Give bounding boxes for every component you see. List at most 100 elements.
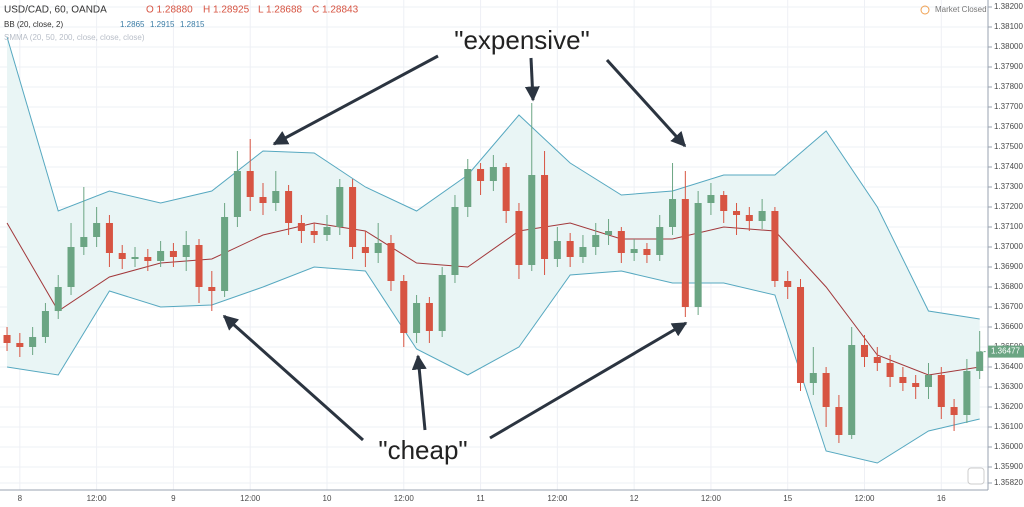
candle-body (924, 375, 933, 387)
candle-body (848, 345, 856, 435)
candle-body (374, 243, 382, 253)
candle-body (259, 197, 267, 203)
status-icon (920, 5, 930, 15)
y-tick-label: 1.36000 (994, 442, 1023, 451)
y-tick-label: 1.36300 (994, 382, 1023, 391)
candle-body (425, 303, 433, 331)
y-tick-label: 1.37400 (994, 162, 1023, 171)
candle-body (208, 287, 216, 291)
y-tick-label: 1.37600 (994, 122, 1023, 131)
band-fill (7, 37, 980, 463)
candle-body (566, 241, 574, 257)
candle-body (886, 363, 894, 377)
symbol: USD/CAD, 60, OANDA (4, 5, 107, 16)
indicator-label: SMMA (20, 50, 200, close, close, close) (4, 33, 145, 42)
y-tick-label: 1.36600 (994, 322, 1023, 331)
candle-body (54, 287, 62, 311)
candle-body (387, 243, 395, 281)
candle-body (323, 227, 331, 235)
x-tick-label: 12:00 (547, 494, 568, 503)
plot-area (0, 0, 988, 490)
candle-body (169, 251, 177, 257)
x-tick-label: 12:00 (240, 494, 261, 503)
candle-body (105, 223, 113, 253)
candle-body (835, 407, 843, 435)
arrow (605, 58, 687, 148)
candle-body (297, 223, 305, 231)
candle-body (93, 223, 101, 237)
candle-body (233, 171, 241, 217)
y-tick-label: 1.36700 (994, 302, 1023, 311)
indicator-value: 1.2815 (180, 20, 205, 29)
y-tick-label: 1.35900 (994, 462, 1023, 471)
x-tick-label: 12:00 (701, 494, 722, 503)
candle-body (182, 245, 190, 257)
candle-body (438, 275, 446, 331)
candle-body (656, 227, 664, 255)
candle-body (272, 191, 280, 203)
candle-body (937, 375, 945, 407)
x-tick-label: 15 (783, 494, 792, 503)
x-tick-label: 16 (937, 494, 946, 503)
candle-body (131, 257, 139, 259)
market-status: Market Closed (935, 5, 987, 14)
y-tick-label: 1.36400 (994, 362, 1023, 371)
candle-body (477, 169, 485, 181)
candle-body (553, 241, 561, 259)
candle-body (694, 203, 702, 307)
arrow (524, 57, 540, 102)
candle-body (733, 211, 741, 215)
candle-body (451, 207, 459, 275)
candle-body (80, 237, 88, 247)
x-tick-label: 9 (171, 494, 176, 503)
high-value: H 1.28925 (203, 5, 250, 16)
candle-body (796, 287, 805, 383)
candle-body (413, 303, 421, 333)
y-tick-label: 1.36800 (994, 282, 1023, 291)
candle-body (720, 195, 728, 211)
candle-body (963, 371, 971, 415)
candle-body (336, 187, 344, 227)
candle-body (758, 211, 766, 221)
candle-body (899, 377, 907, 383)
candle-body (784, 281, 792, 287)
candle-body (361, 247, 369, 253)
candle-body (630, 249, 638, 253)
candle-body (605, 231, 613, 235)
scroll-button[interactable] (967, 467, 985, 485)
y-tick-label: 1.37500 (994, 142, 1023, 151)
y-tick-label: 1.37300 (994, 182, 1023, 191)
candle-body (16, 343, 24, 347)
candle-body (873, 357, 881, 363)
candle-body (502, 167, 510, 211)
x-tick-label: 12:00 (87, 494, 108, 503)
candle-body (285, 191, 293, 223)
y-tick-label: 1.38000 (994, 42, 1023, 51)
candle-body (464, 169, 472, 207)
candle-body (745, 215, 753, 221)
candle-body (528, 175, 536, 265)
arrow (411, 354, 427, 431)
candle-body (950, 407, 958, 415)
y-tick-label: 1.36100 (994, 422, 1023, 431)
y-tick-label: 1.37900 (994, 62, 1023, 71)
candle-body (771, 211, 779, 281)
band-upper (6, 36, 980, 320)
candle-body (617, 231, 625, 253)
arrow (222, 314, 364, 442)
candle-body (515, 211, 523, 265)
candle-body (41, 311, 49, 337)
candle-body (400, 281, 408, 333)
annotation: "expensive" (454, 25, 590, 55)
y-tick-label: 1.37700 (994, 102, 1023, 111)
x-tick-label: 12:00 (394, 494, 415, 503)
y-tick-label: 1.37200 (994, 202, 1023, 211)
candle-body (144, 257, 152, 261)
candle-body (3, 335, 11, 343)
candle-body (707, 195, 715, 203)
candle-body (349, 187, 357, 247)
y-tick-label: 1.36900 (994, 262, 1023, 271)
x-tick-label: 10 (323, 494, 332, 503)
low-value: L 1.28688 (258, 5, 303, 16)
band-middle (6, 222, 980, 376)
